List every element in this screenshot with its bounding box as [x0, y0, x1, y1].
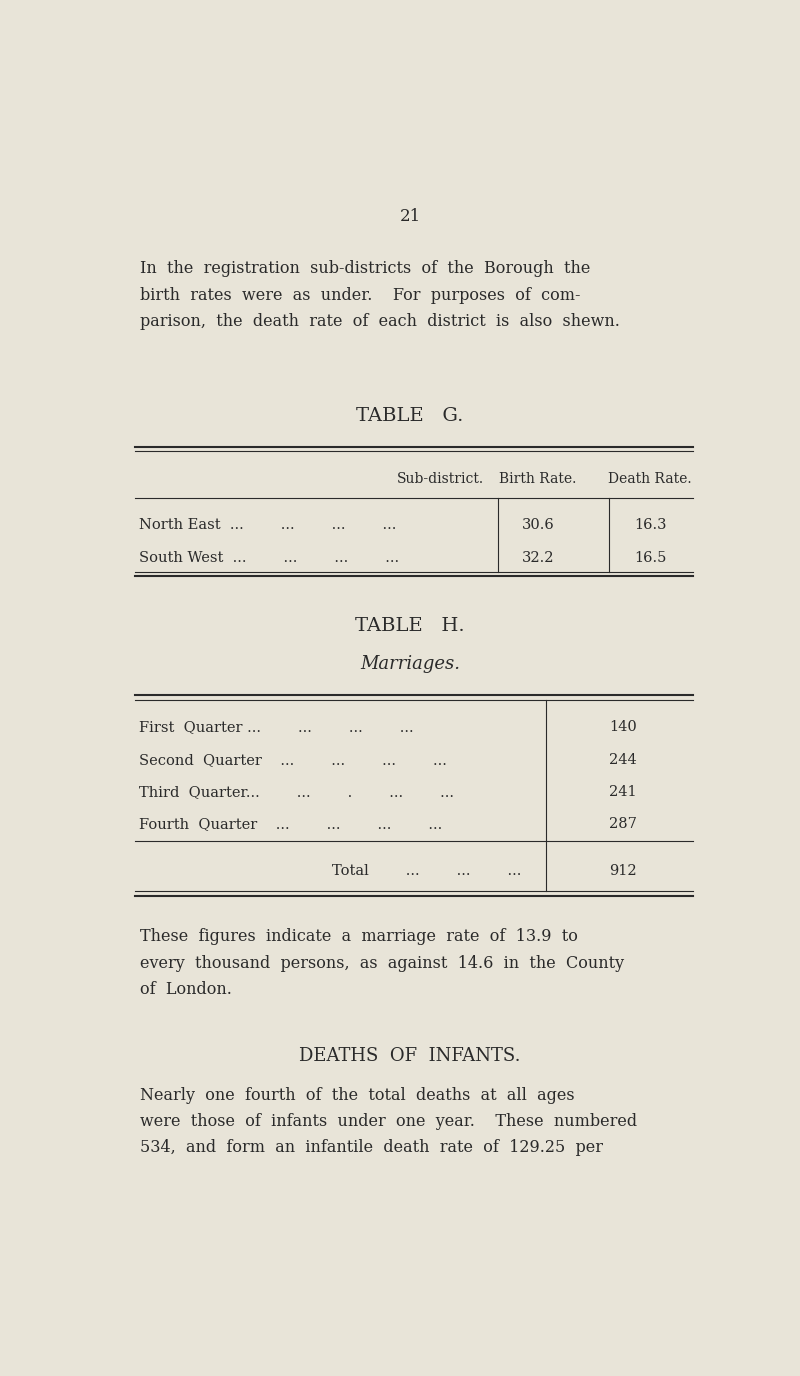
Text: Second  Quarter    ...        ...        ...        ...: Second Quarter ... ... ... ...	[138, 753, 446, 766]
Text: 16.3: 16.3	[634, 519, 666, 533]
Text: South West  ...        ...        ...        ...: South West ... ... ... ...	[138, 550, 399, 564]
Text: First  Quarter ...        ...        ...        ...: First Quarter ... ... ... ...	[138, 721, 414, 735]
Text: Marriages.: Marriages.	[360, 655, 460, 673]
Text: parison,  the  death  rate  of  each  district  is  also  shewn.: parison, the death rate of each district…	[140, 312, 620, 330]
Text: were  those  of  infants  under  one  year.    These  numbered: were those of infants under one year. Th…	[140, 1113, 638, 1130]
Text: 140: 140	[610, 721, 637, 735]
Text: Sub-district.: Sub-district.	[397, 472, 484, 486]
Text: 534,  and  form  an  infantile  death  rate  of  129.25  per: 534, and form an infantile death rate of…	[140, 1139, 603, 1156]
Text: 16.5: 16.5	[634, 550, 666, 564]
Text: Death Rate.: Death Rate.	[609, 472, 692, 486]
Text: 21: 21	[399, 208, 421, 224]
Text: North East  ...        ...        ...        ...: North East ... ... ... ...	[138, 519, 396, 533]
Text: TABLE   G.: TABLE G.	[356, 407, 464, 425]
Text: TABLE   H.: TABLE H.	[355, 616, 465, 634]
Text: Nearly  one  fourth  of  the  total  deaths  at  all  ages: Nearly one fourth of the total deaths at…	[140, 1087, 575, 1104]
Text: Third  Quarter...        ...        .        ...        ...: Third Quarter... ... . ... ...	[138, 786, 454, 799]
Text: Birth Rate.: Birth Rate.	[499, 472, 577, 486]
Text: In  the  registration  sub-districts  of  the  Borough  the: In the registration sub-districts of the…	[140, 260, 590, 278]
Text: 30.6: 30.6	[522, 519, 554, 533]
Text: 32.2: 32.2	[522, 550, 554, 564]
Text: 912: 912	[610, 864, 637, 878]
Text: These  figures  indicate  a  marriage  rate  of  13.9  to: These figures indicate a marriage rate o…	[140, 929, 578, 945]
Text: Fourth  Quarter    ...        ...        ...        ...: Fourth Quarter ... ... ... ...	[138, 817, 442, 831]
Text: DEATHS  OF  INFANTS.: DEATHS OF INFANTS.	[299, 1047, 521, 1065]
Text: Total        ...        ...        ...: Total ... ... ...	[333, 864, 522, 878]
Text: 244: 244	[610, 753, 637, 766]
Text: of  London.: of London.	[140, 981, 232, 998]
Text: 241: 241	[610, 786, 637, 799]
Text: 287: 287	[609, 817, 637, 831]
Text: birth  rates  were  as  under.    For  purposes  of  com-: birth rates were as under. For purposes …	[140, 286, 581, 304]
Text: every  thousand  persons,  as  against  14.6  in  the  County: every thousand persons, as against 14.6 …	[140, 955, 625, 971]
